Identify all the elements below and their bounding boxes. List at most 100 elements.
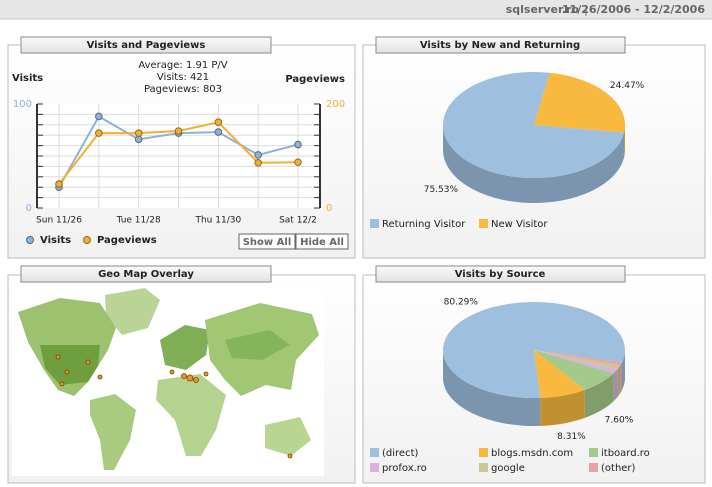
map-dot [181, 373, 187, 379]
legend-swatch [479, 448, 488, 457]
legend-label: blogs.msdn.com [491, 448, 573, 459]
panel-title: Geo Map Overlay [98, 269, 194, 280]
legend-label: (other) [601, 463, 636, 474]
panel-title: Visits by New and Returning [420, 40, 580, 51]
map-dot [55, 354, 61, 360]
legend-swatch [479, 219, 488, 228]
map-dot [97, 374, 103, 380]
point [294, 140, 302, 149]
landmass [156, 374, 226, 456]
point [134, 135, 143, 144]
date-range: 11/26/2006 - 12/2/2006 [562, 3, 705, 16]
point [214, 118, 223, 126]
legend-swatch [479, 463, 488, 472]
slice-label: 75.53% [424, 185, 459, 195]
pie-side [620, 362, 622, 394]
map-dot [186, 374, 194, 382]
pie-side [443, 125, 625, 203]
landmass [265, 417, 311, 456]
y-tick-label: 0 [26, 203, 32, 214]
point [174, 127, 183, 135]
pie-side [540, 389, 585, 426]
legend-swatch [370, 448, 379, 457]
site-name: sqlserver.ro [506, 3, 580, 16]
legend-label: google [491, 463, 525, 474]
x-tick-label: Thu 11/30 [194, 216, 241, 226]
point [55, 180, 63, 188]
button[interactable] [295, 233, 349, 250]
legend-swatch [589, 448, 598, 457]
y2-tick-label: 200 [326, 99, 345, 110]
legend-swatch [370, 463, 379, 472]
x-tick-label: Sat 12/2 [279, 216, 317, 226]
x-tick-label: Tue 11/28 [116, 216, 161, 226]
y2-axis-label: Pageviews [285, 74, 345, 85]
legend-label: Pageviews [97, 235, 157, 246]
landmass [105, 288, 160, 335]
legend-label: Visits [40, 235, 71, 246]
x-tick-label: Sun 11/26 [36, 216, 82, 226]
legend-label: profox.ro [382, 463, 427, 474]
panel-tab [375, 36, 626, 54]
map-dot [64, 369, 70, 375]
point [254, 158, 262, 167]
map-dot [203, 371, 209, 377]
landmass [90, 394, 136, 470]
pie-slice [534, 350, 614, 390]
legend-label: itboard.ro [601, 448, 650, 459]
legend-swatch [370, 219, 379, 228]
button[interactable] [238, 233, 296, 250]
panel-tab [375, 265, 626, 283]
landmass [225, 330, 290, 360]
panel-title: Visits by Source [455, 269, 546, 280]
pie-side [443, 350, 541, 426]
map-dot [287, 453, 293, 459]
pie-slice [534, 350, 618, 374]
panel-tab [20, 36, 272, 54]
legend-label: (direct) [382, 448, 418, 459]
panel-title: Visits and Pageviews [87, 40, 206, 51]
point [214, 128, 223, 136]
pie-side [621, 350, 626, 391]
annotation: Pageviews: 803 [144, 84, 222, 95]
y-tick-label: 100 [13, 99, 32, 110]
pie-side [617, 365, 621, 397]
pie-slice [534, 350, 622, 366]
landmass [40, 345, 100, 385]
map-dot [59, 381, 65, 387]
pie-side [584, 373, 614, 418]
slice-label: 7.60% [605, 415, 634, 425]
pie-side [624, 125, 625, 158]
map-dot [193, 377, 199, 383]
slice-label: 8.31% [557, 432, 586, 442]
button-label[interactable]: Show All [243, 237, 292, 248]
button-label[interactable]: Hide All [300, 237, 344, 248]
legend-swatch [589, 463, 598, 472]
pie-slice [534, 72, 625, 133]
map-dot [85, 359, 91, 365]
legend-marker [26, 236, 34, 244]
pie-slice [534, 350, 621, 369]
map-dot [169, 369, 175, 375]
point [95, 112, 103, 121]
annotation: Average: 1.91 P/V [138, 60, 227, 71]
slice-label: 24.47% [610, 81, 645, 91]
legend-marker [83, 236, 91, 244]
header-bar [0, 0, 712, 19]
point [95, 129, 103, 137]
legend-label: Returning Visitor [382, 219, 466, 230]
pie-slice [443, 72, 625, 178]
point [254, 151, 262, 159]
y2-tick-label: 0 [326, 203, 332, 214]
landmass [160, 325, 210, 370]
annotation: Visits: 421 [157, 72, 209, 83]
legend-label: New Visitor [491, 219, 548, 230]
point [134, 129, 143, 137]
world-map [12, 284, 324, 476]
separator: | [584, 3, 588, 16]
panel-tab [20, 265, 272, 283]
point [294, 158, 302, 167]
pie-slice [534, 350, 585, 398]
pie-side [613, 368, 618, 402]
